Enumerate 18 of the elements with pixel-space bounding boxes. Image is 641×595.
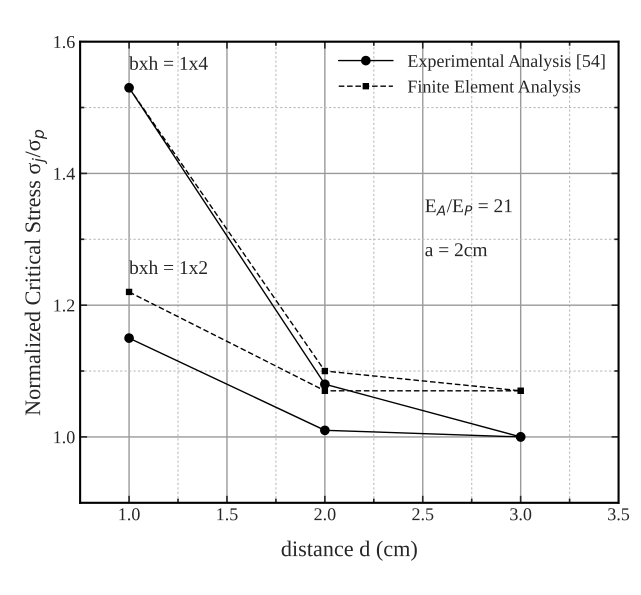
legend-label: Experimental Analysis [54] [408,54,605,71]
annotation: E$_{A}$/E$_{P}$ = 21 [425,199,512,216]
x-tick-label: 1.5 [217,508,238,520]
legend-label: Finite Element Analysis [408,80,580,96]
x-tick-label: 3.0 [510,508,532,520]
x-axis-title: distance d (cm) [282,540,417,561]
y-axis-title: Normalized Critical Stress σ$_{j}$/σ$_{p}$ [24,130,47,416]
annotation: a = 2cm [425,243,488,256]
y-tick-label: 1.6 [54,36,75,48]
x-tick-label: 1.0 [119,508,140,520]
annotation: bxh = 1x2 [129,260,208,274]
y-tick-label: 1.4 [54,168,75,180]
x-tick-label: 2.5 [412,508,434,520]
annotation: bxh = 1x4 [129,56,208,70]
y-tick-label: 1.2 [54,299,74,312]
x-tick-label: 3.5 [608,508,630,520]
y-tick-label: 1.0 [54,431,75,444]
x-tick-label: 2.0 [314,508,336,520]
